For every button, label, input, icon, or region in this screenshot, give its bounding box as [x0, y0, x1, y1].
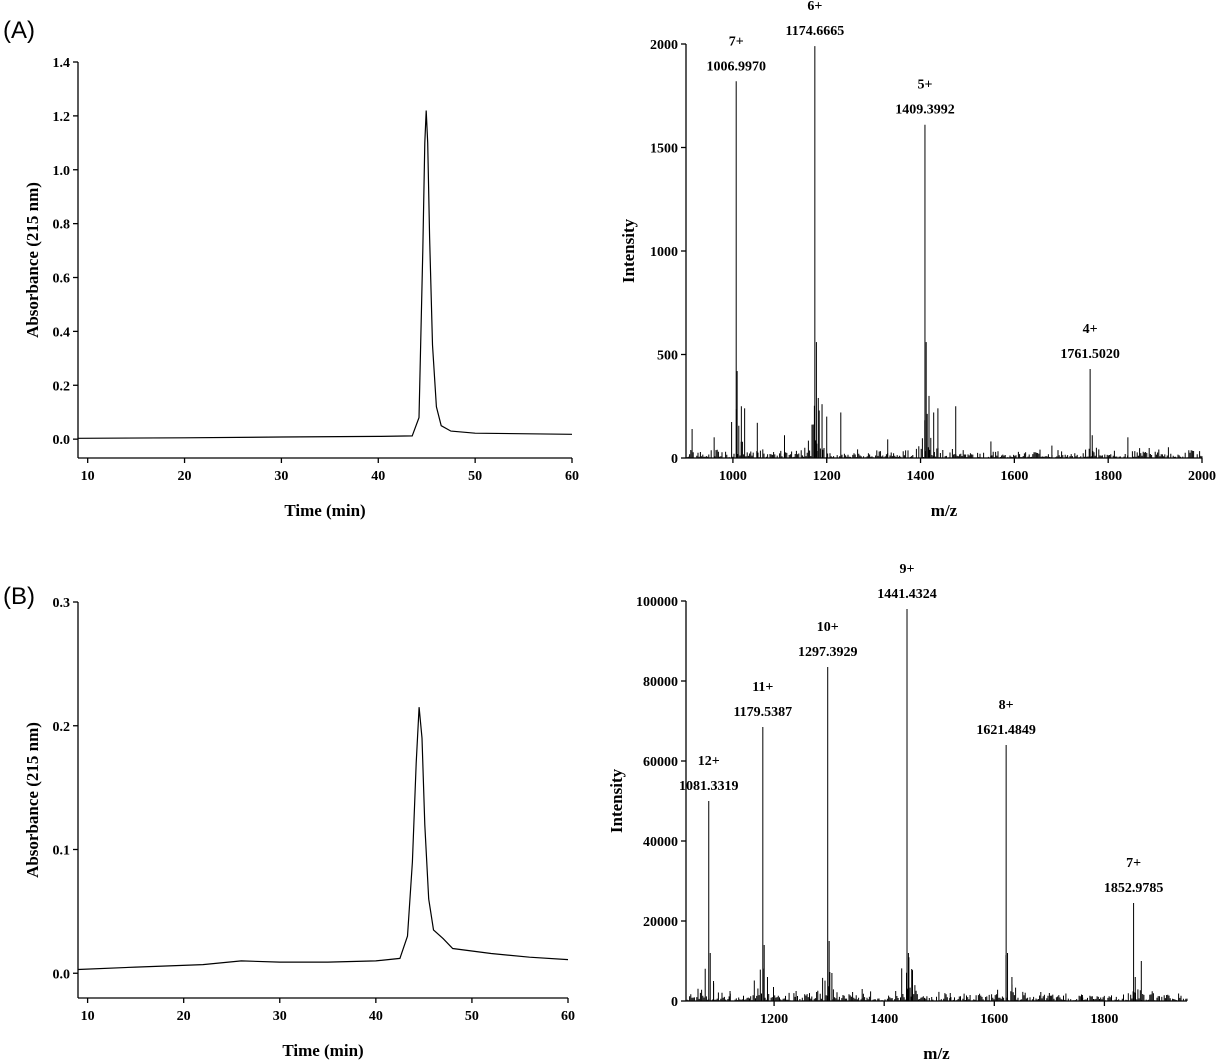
y-tick-label: 80000 — [643, 675, 678, 690]
peak-charge-label: 10+ — [817, 620, 839, 635]
peak-charge-label: 6+ — [807, 0, 822, 14]
x-tick-label: 1800 — [1094, 469, 1122, 484]
x-tick-label: 1200 — [813, 469, 841, 484]
spectrum-noise — [686, 405, 1203, 458]
peak-mz-label: 1852.9785 — [1104, 881, 1164, 896]
x-tick-label: 10 — [81, 1009, 95, 1024]
y-tick-label: 0.2 — [53, 720, 71, 735]
peak-mz-label: 1081.3319 — [679, 779, 739, 794]
panel-label-a: (A) — [3, 17, 35, 44]
peak-charge-label: 7+ — [1126, 856, 1141, 871]
y-tick-label: 1.4 — [53, 56, 71, 71]
peak-charge-label: 9+ — [900, 562, 915, 577]
peak-charge-label: 8+ — [999, 698, 1014, 713]
x-tick-label: 2000 — [1188, 469, 1216, 484]
x-tick-label: 1800 — [1090, 1012, 1118, 1027]
y-tick-label: 500 — [657, 349, 678, 364]
y-tick-label: 0.8 — [53, 218, 71, 233]
x-axis-label: Time (min) — [282, 1041, 363, 1060]
peak-mz-label: 1621.4849 — [976, 723, 1036, 738]
y-tick-label: 1000 — [650, 245, 678, 260]
x-tick-label: 1200 — [760, 1012, 788, 1027]
x-axis-label: Time (min) — [284, 501, 365, 520]
x-tick-label: 60 — [561, 1009, 575, 1024]
x-axis-label: m/z — [931, 501, 958, 520]
chart-a-mass-spectrum: 1000 1200 1400 1600 1800 2000 0 500 1000 1500 2000… — [619, 0, 1216, 520]
y-tick-label: 0.1 — [53, 844, 71, 859]
x-tick-label: 1400 — [870, 1012, 898, 1027]
x-tick-label: 50 — [468, 469, 482, 484]
y-tick-label: 0 — [671, 995, 678, 1010]
x-tick-label: 1400 — [907, 469, 935, 484]
chromatogram-trace — [77, 707, 569, 971]
x-tick-label: 1000 — [719, 469, 747, 484]
y-tick-label: 0.3 — [53, 596, 71, 611]
chart-a-chromatogram: 10 20 30 40 50 60 0.0 0.2 0.4 0.6 0.8 1.0 1.2 1.4 Time… — [23, 56, 579, 520]
peak-mz-label: 1761.5020 — [1060, 347, 1120, 362]
y-tick-label: 60000 — [643, 755, 678, 770]
chart-b-mass-spectrum: 1200 1400 1600 1800 0 20000 40000 60000 80000 100… — [607, 562, 1188, 1063]
x-tick-label: 50 — [465, 1009, 479, 1024]
chart-b-chromatogram: 10 20 30 40 50 60 0.0 0.1 0.2 0.3 Time (min) Absorb… — [23, 596, 575, 1060]
peak-mz-label: 1409.3992 — [895, 103, 955, 118]
x-tick-label: 20 — [178, 469, 192, 484]
x-tick-label: 40 — [371, 469, 385, 484]
y-tick-label: 0.6 — [53, 272, 71, 287]
x-tick-label: 30 — [273, 1009, 287, 1024]
y-tick-label: 1.0 — [53, 164, 71, 179]
y-axis-label: Intensity — [619, 218, 638, 283]
peak-charge-label: 4+ — [1083, 322, 1098, 337]
chromatogram-trace — [77, 110, 573, 439]
y-tick-label: 0 — [671, 452, 678, 467]
peak-mz-label: 1441.4324 — [877, 587, 937, 602]
y-tick-label: 0.4 — [53, 325, 71, 340]
panel-label-b: (B) — [3, 583, 35, 610]
y-axis-label: Intensity — [607, 768, 626, 833]
y-tick-label: 1500 — [650, 142, 678, 157]
y-tick-label: 0.0 — [53, 433, 71, 448]
peak-charge-label: 12+ — [698, 754, 720, 769]
x-axis-label: m/z — [923, 1044, 950, 1063]
x-tick-label: 1600 — [980, 1012, 1008, 1027]
peak-mz-label: 1297.3929 — [798, 645, 858, 660]
x-tick-label: 1600 — [1000, 469, 1028, 484]
y-axis-label: Absorbance (215 nm) — [23, 182, 42, 338]
x-tick-label: 60 — [565, 469, 579, 484]
x-tick-label: 20 — [177, 1009, 191, 1024]
peak-charge-label: 5+ — [917, 78, 932, 93]
y-tick-label: 100000 — [636, 595, 678, 610]
peak-charge-label: 11+ — [752, 680, 773, 695]
x-tick-label: 40 — [369, 1009, 383, 1024]
y-tick-label: 40000 — [643, 835, 678, 850]
y-tick-label: 1.2 — [53, 110, 71, 125]
peak-mz-label: 1174.6665 — [785, 24, 844, 39]
peak-mz-label: 1006.9970 — [706, 59, 766, 74]
x-tick-label: 10 — [81, 469, 95, 484]
y-tick-label: 0.0 — [53, 967, 71, 982]
y-tick-label: 0.2 — [53, 379, 71, 394]
y-tick-label: 2000 — [650, 38, 678, 53]
peak-charge-label: 7+ — [729, 34, 744, 49]
y-tick-label: 20000 — [643, 915, 678, 930]
x-tick-label: 30 — [274, 469, 288, 484]
spectrum-noise — [686, 955, 1188, 1001]
peak-mz-label: 1179.5387 — [733, 705, 792, 720]
y-axis-label: Absorbance (215 nm) — [23, 722, 42, 878]
